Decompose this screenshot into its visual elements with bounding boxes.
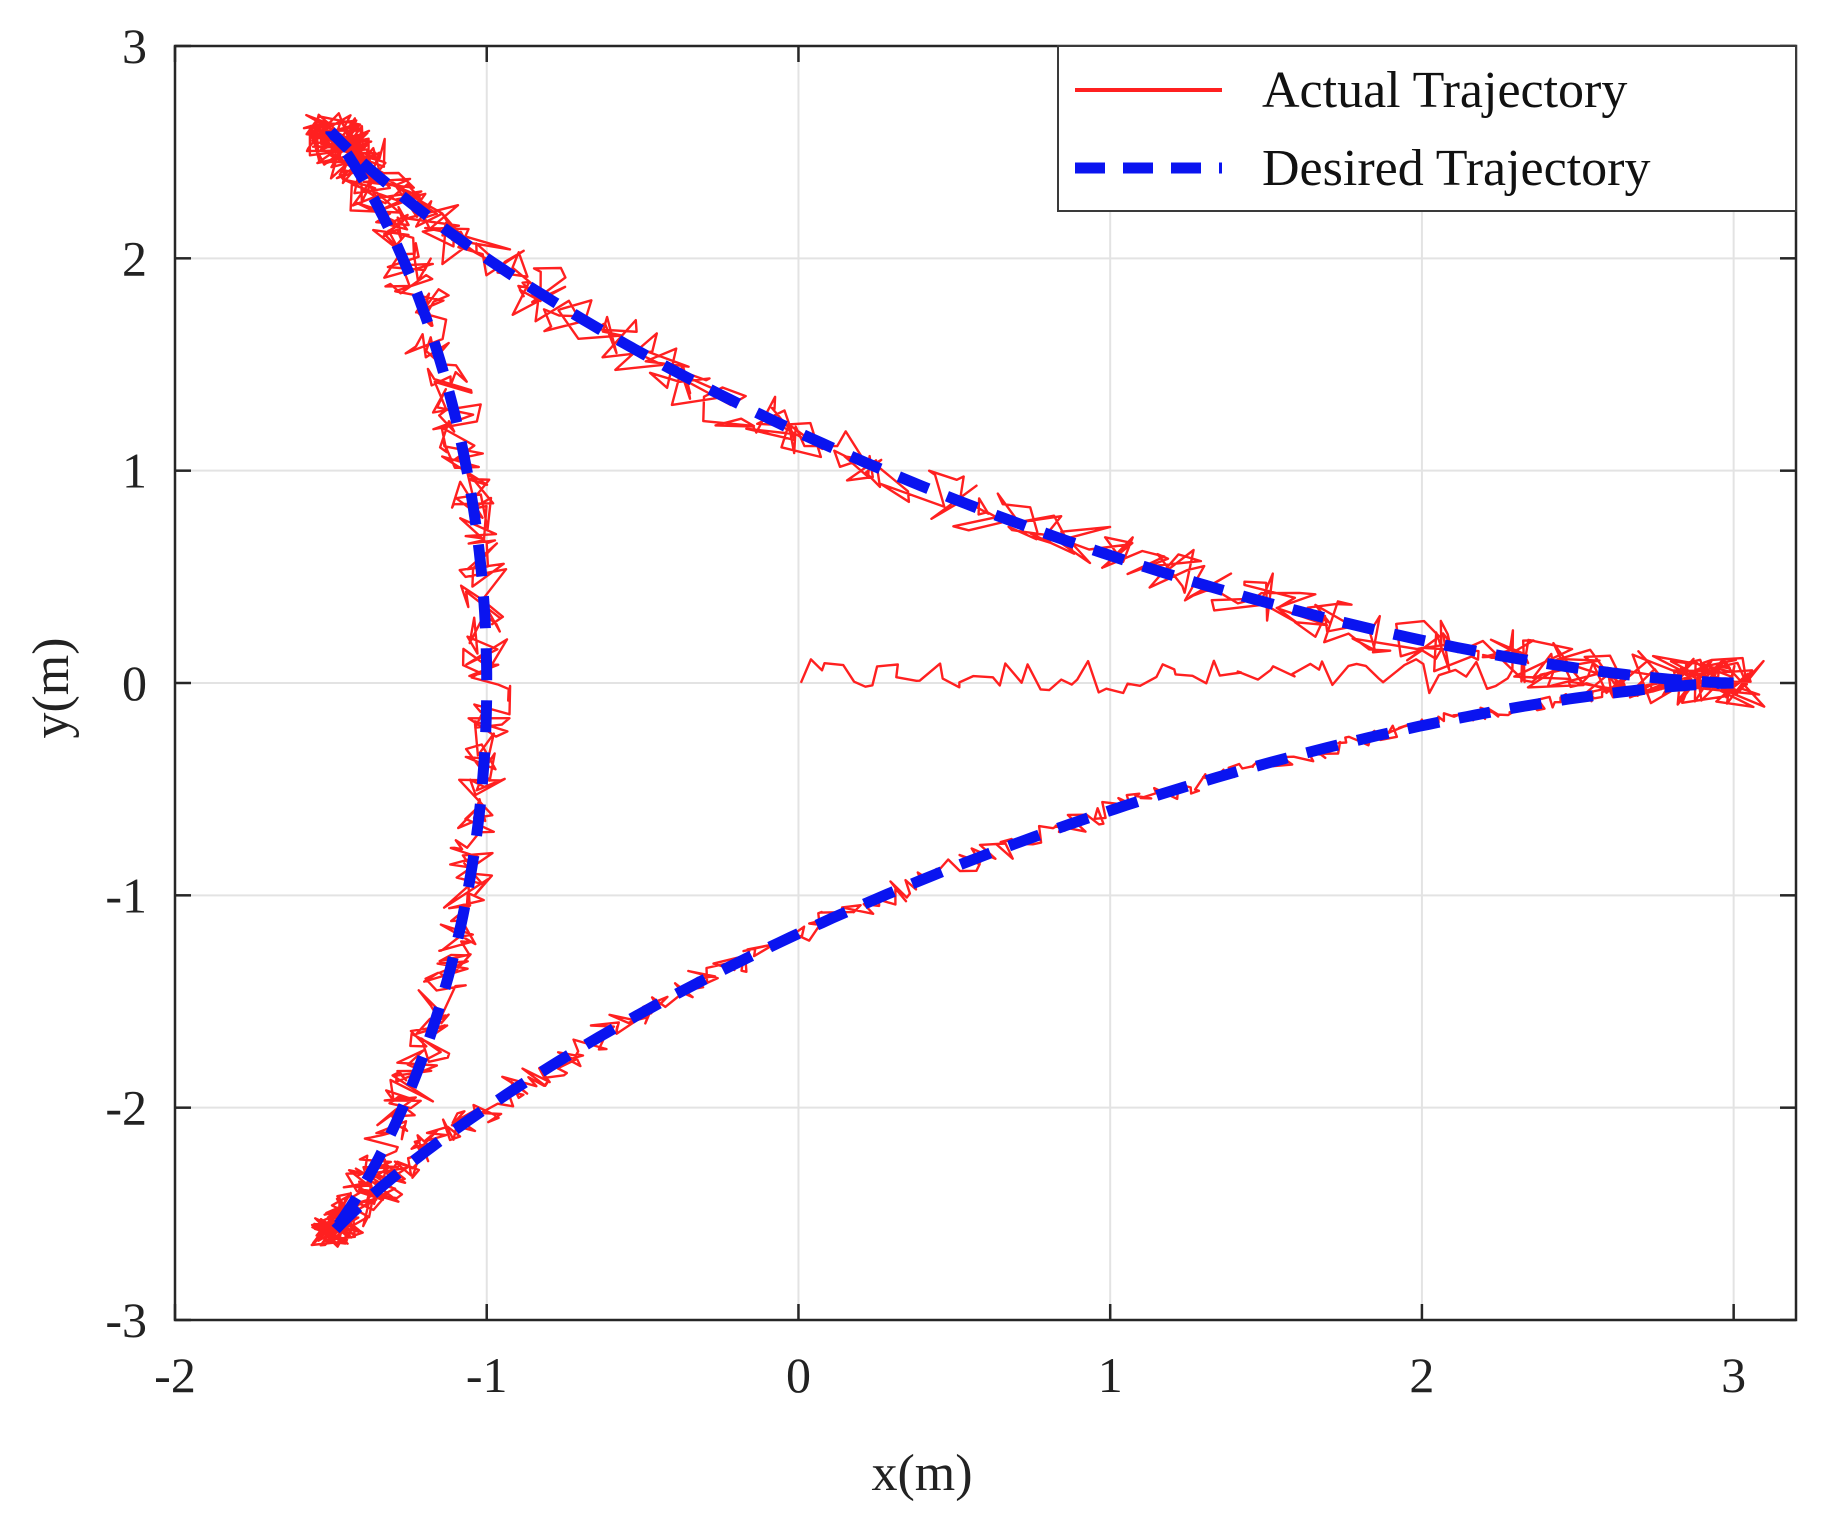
plot-area <box>302 112 1766 1248</box>
x-tick-label: 2 <box>1409 1347 1434 1403</box>
legend-box <box>1057 45 1797 212</box>
y-tick-label: 1 <box>122 443 147 499</box>
legend: Actual Trajectory Desired Trajectory <box>1057 45 1797 212</box>
y-tick-label: 0 <box>122 655 147 711</box>
y-tick-label: 3 <box>122 18 147 74</box>
y-tick-label: -1 <box>105 867 147 923</box>
y-tick-label: -3 <box>105 1292 147 1348</box>
series-desired-trajectory <box>325 127 1734 1239</box>
y-tick-label: 2 <box>122 230 147 286</box>
y-tick-label: -2 <box>105 1080 147 1136</box>
x-tick-label: 0 <box>786 1347 811 1403</box>
x-axis-label: x(m) <box>871 1445 972 1502</box>
x-tick-label: 1 <box>1098 1347 1123 1403</box>
legend-desired-label: Desired Trajectory <box>1262 140 1650 197</box>
series-actual-trajectory <box>302 112 1766 1248</box>
x-tick-label: -2 <box>154 1347 196 1403</box>
y-axis-label: y(m) <box>23 637 80 738</box>
legend-actual-label: Actual Trajectory <box>1262 62 1627 119</box>
x-tick-label: -1 <box>466 1347 508 1403</box>
x-tick-label: 3 <box>1721 1347 1746 1403</box>
